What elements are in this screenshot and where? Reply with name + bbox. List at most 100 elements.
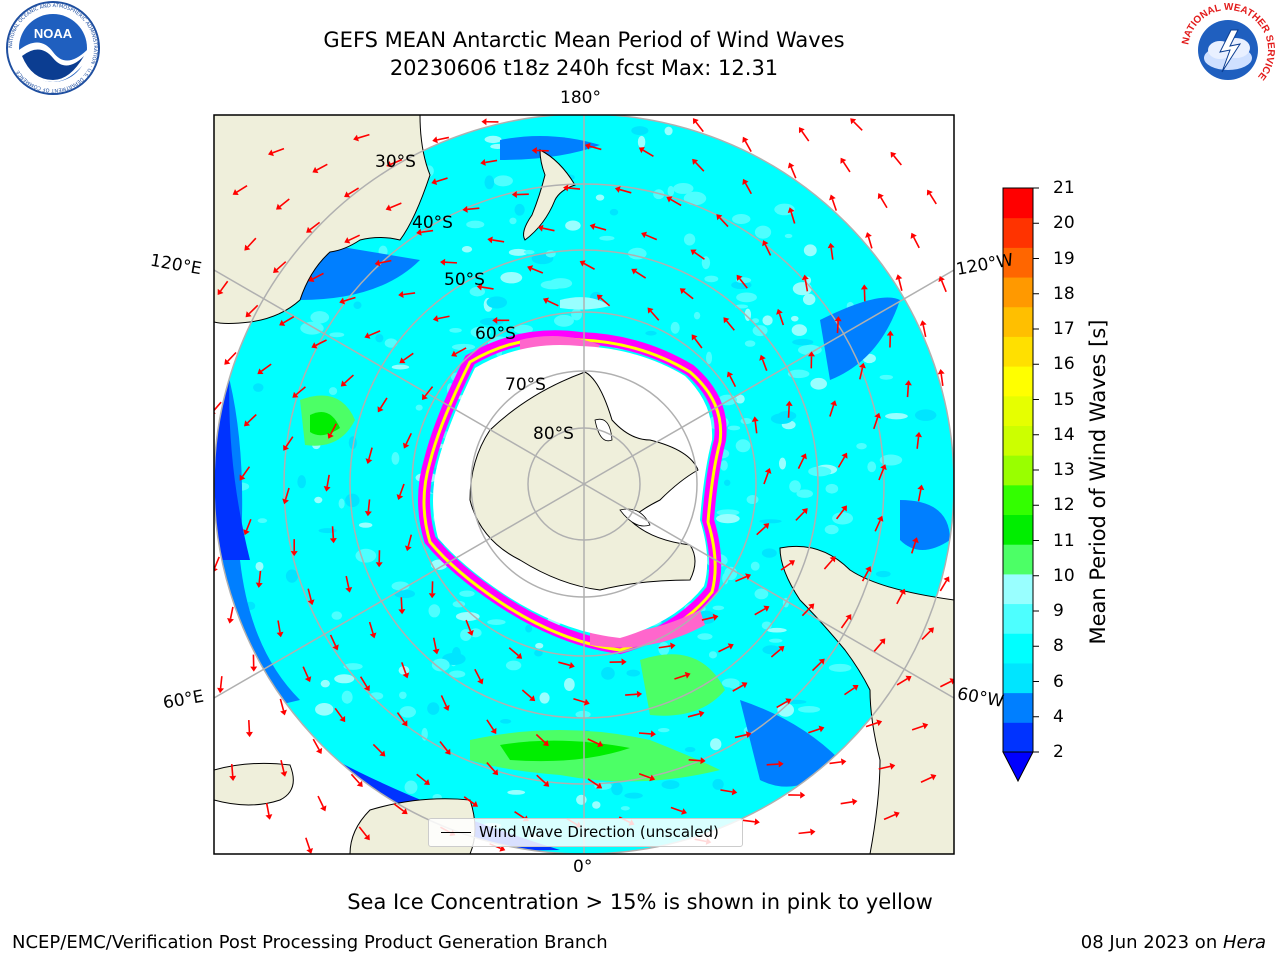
wind-arrow-shaft	[797, 457, 805, 469]
legend-label: Wind Wave Direction (unscaled)	[479, 823, 719, 841]
period-speckle	[394, 589, 416, 599]
period-speckle	[664, 126, 673, 136]
wind-arrow-head	[308, 275, 315, 283]
wind-arrow-shaft	[227, 351, 237, 362]
colorbar-bin	[1003, 247, 1033, 278]
noaa-logo-text: NOAA	[34, 26, 73, 41]
wind-arrow-shaft	[744, 182, 753, 195]
sea-ice-inner-yellow	[422, 336, 723, 652]
period-speckle	[777, 410, 797, 421]
wind-arrow-head	[307, 599, 315, 606]
wind-arrow-shaft	[764, 244, 772, 256]
wind-arrow-shaft	[780, 562, 792, 571]
colorbar-tick-marks	[1033, 187, 1039, 753]
wind-arrow-shaft	[801, 606, 812, 617]
wind-arrow-head	[886, 330, 894, 336]
wind-arrow-shaft	[719, 217, 729, 228]
wind-arrow-head	[432, 315, 439, 323]
wind-arrow-head	[244, 244, 251, 251]
colorbar-tick-label: 8	[1053, 636, 1064, 657]
colorbar-tick-label: 21	[1053, 178, 1075, 198]
wind-arrow-head	[852, 684, 859, 691]
wind-arrow-head	[306, 226, 313, 233]
wind-arrow-shaft	[829, 404, 835, 417]
wind-arrow-head	[396, 494, 404, 500]
wind-arrow-shaft	[368, 447, 373, 460]
footer-credit: NCEP/EMC/Verification Post Processing Pr…	[12, 932, 608, 953]
period-speckle	[808, 466, 832, 477]
period-speckle	[484, 175, 495, 190]
wind-arrow-shaft	[867, 236, 873, 249]
wind-arrow-shaft	[402, 352, 414, 361]
period-speckle	[507, 790, 526, 795]
wind-arrow-shaft	[241, 466, 251, 477]
wind-arrow-head	[423, 779, 430, 785]
wind-arrow-shaft	[307, 588, 312, 601]
colorbar-bin	[1003, 277, 1033, 308]
wind-arrow-head	[304, 676, 312, 683]
wind-arrow-head	[692, 158, 699, 165]
period-speckle	[565, 220, 581, 231]
wind-arrow-head	[736, 274, 743, 281]
wind-arrow-head	[763, 523, 770, 530]
wind-arrow-head	[214, 567, 218, 572]
wind-arrow-head	[477, 678, 484, 685]
wind-arrow-shaft	[873, 417, 879, 430]
lat-label-60s: 60°S	[475, 324, 516, 344]
colorbar-bin	[1003, 544, 1033, 575]
period-speckle	[712, 605, 725, 611]
wind-arrow-shaft	[229, 606, 234, 619]
wind-arrow-head	[798, 127, 805, 134]
wind-arrow-shaft	[348, 234, 361, 242]
wind-arrow-shaft	[486, 719, 495, 731]
wind-arrow-shaft	[776, 700, 788, 709]
period-speckle	[797, 344, 822, 356]
colorbar-bin	[1003, 722, 1033, 753]
madagascar	[214, 762, 294, 806]
period-speckle	[885, 413, 908, 420]
wind-arrow-head	[283, 444, 289, 451]
colorbar-tick-label: 14	[1053, 424, 1075, 445]
wind-arrow-shaft	[929, 193, 937, 205]
wind-arrow-head	[467, 629, 474, 636]
wind-arrow-head	[589, 223, 596, 231]
short-period-zone-pacific	[820, 297, 900, 380]
period-speckle	[592, 801, 601, 809]
wind-arrow-head	[850, 118, 857, 125]
period-speckle	[735, 439, 751, 453]
sea-ice-note: Sea Ice Concentration > 15% is shown in …	[347, 890, 933, 914]
wind-arrow-shaft	[542, 227, 555, 232]
wind-arrow-head	[827, 242, 835, 249]
wind-arrow-shaft	[874, 520, 881, 532]
wind-arrow-shaft	[589, 145, 602, 151]
period-speckle	[318, 528, 337, 534]
wind-arrow-shaft	[787, 405, 790, 418]
period-speckle	[391, 364, 410, 370]
wind-arrow-head	[874, 412, 881, 419]
wind-arrow-head	[650, 730, 656, 738]
period-speckle	[802, 293, 816, 306]
wind-arrow-shaft	[670, 198, 682, 207]
wind-arrow-shaft	[829, 761, 842, 765]
wind-arrow-head	[584, 142, 591, 150]
wind-arrow-head	[800, 791, 806, 799]
wind-arrow-shaft	[439, 740, 449, 752]
wind-arrow-shaft	[645, 234, 658, 241]
period-speckle	[716, 509, 740, 516]
wind-arrow-head	[432, 136, 438, 144]
wind-arrow-head	[731, 788, 738, 796]
wind-arrow-head	[636, 690, 643, 698]
period-speckle	[609, 208, 619, 216]
period-speckle	[338, 498, 345, 509]
wind-arrow-head	[647, 307, 654, 314]
wind-arrow-head	[778, 760, 784, 768]
wind-arrow-head	[860, 284, 868, 290]
wind-arrow-head	[480, 158, 486, 166]
wind-arrow-head	[481, 118, 487, 126]
period-speckle	[637, 135, 646, 148]
wind-arrow-head	[938, 276, 945, 282]
wind-arrow-head	[949, 678, 954, 685]
wind-arrow-head	[762, 240, 769, 247]
wind-arrow-shaft	[277, 620, 281, 633]
period-speckle	[595, 194, 605, 201]
